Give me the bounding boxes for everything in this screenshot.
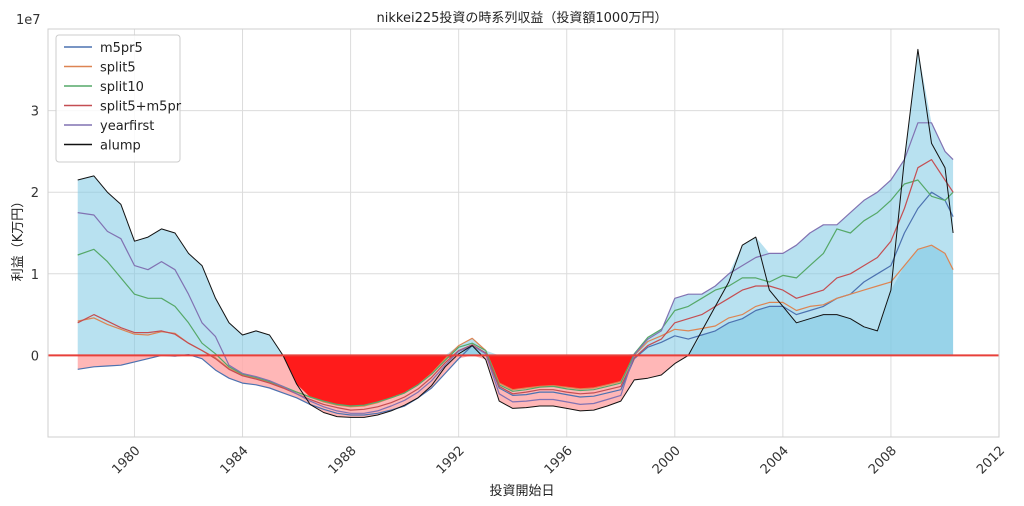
x-axis-label: 投資開始日	[489, 483, 554, 499]
y-axis-ticks: 0 1 2 3	[31, 105, 39, 365]
legend-label: alump	[100, 139, 141, 154]
x-tick-label: 2012	[974, 443, 1008, 477]
legend-label: m5pr5	[100, 41, 143, 56]
series-line-split5	[77, 244, 954, 408]
x-axis-ticks: 1980 1984 1988 1992 1996 2000 2004 2008 2012	[109, 443, 1008, 477]
chart-title: nikkei225投資の時系列収益（投資額1000万円）	[377, 10, 668, 26]
negative-core-fill	[77, 355, 954, 406]
positive-core-fill	[77, 245, 954, 356]
legend-label: yearfirst	[100, 119, 154, 134]
series-lines	[77, 48, 954, 418]
series-line-m5pr5	[77, 191, 954, 416]
x-tick-label: 1980	[109, 443, 143, 477]
legend: m5pr5 split5 split10 split5+m5pr yearfirst al…	[55, 34, 182, 163]
y-tick-label: 3	[31, 105, 39, 120]
y-tick-label: 0	[31, 349, 39, 364]
x-tick-label: 1988	[326, 443, 360, 477]
series-line-yearfirst	[77, 122, 954, 414]
x-tick-label: 1984	[218, 443, 252, 477]
x-tick-label: 2000	[650, 443, 684, 477]
series-line-alump	[77, 48, 954, 418]
legend-label: split10	[100, 80, 144, 95]
plot-frame	[47, 28, 1000, 438]
positive-envelope-fill	[77, 49, 954, 356]
y-axis-label: 利益（K万円）	[11, 195, 26, 282]
legend-label: split5+m5pr	[100, 100, 182, 115]
y-offset-label: 1e7	[16, 13, 41, 28]
x-tick-label: 1996	[542, 443, 576, 477]
y-tick-label: 1	[31, 268, 39, 283]
x-tick-label: 2004	[758, 443, 792, 477]
x-tick-label: 2008	[866, 443, 900, 477]
x-tick-label: 1992	[434, 443, 468, 477]
series-line-split5-m5pr	[77, 159, 954, 411]
area-fills	[77, 49, 954, 418]
legend-label: split5	[100, 61, 136, 76]
y-tick-label: 2	[31, 186, 39, 201]
series-line-split10	[77, 179, 954, 407]
